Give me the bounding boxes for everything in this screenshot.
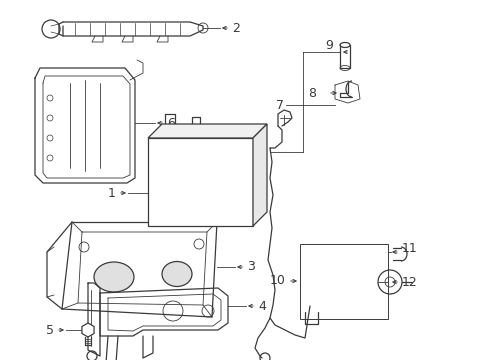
Text: 9: 9 [325,39,332,51]
Text: 12: 12 [401,275,417,288]
Ellipse shape [94,262,134,292]
Text: 7: 7 [275,99,284,112]
Ellipse shape [339,66,349,71]
Text: 1: 1 [108,186,116,199]
Ellipse shape [339,42,349,48]
Ellipse shape [162,261,192,287]
Text: 11: 11 [401,242,417,255]
Text: 8: 8 [307,86,315,99]
Text: 4: 4 [258,300,265,312]
Bar [299,244,387,319]
Text: 5: 5 [46,324,54,337]
Bar [148,138,252,226]
Polygon shape [252,124,266,226]
Text: 6: 6 [167,117,175,130]
Polygon shape [148,124,266,138]
Text: 3: 3 [246,261,254,274]
Text: 10: 10 [269,274,285,288]
Text: 2: 2 [231,22,240,35]
